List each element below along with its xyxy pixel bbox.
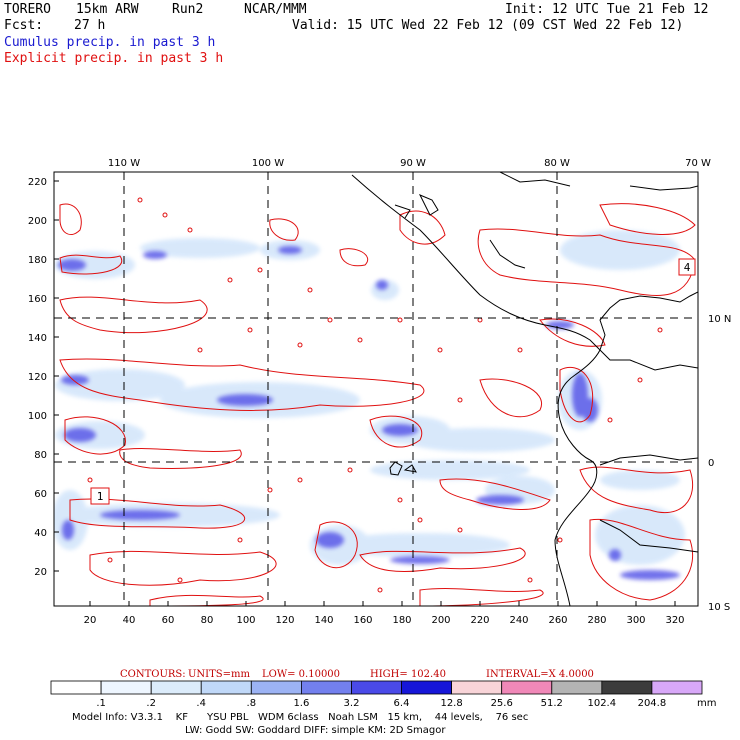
field-explicit-title: Explicit precip. in past 3 h	[4, 51, 224, 66]
colorbar-swatch	[200, 680, 252, 695]
lat-label-0: 0	[708, 458, 714, 469]
y-tick-160: 160	[28, 294, 47, 305]
x-tick-300: 300	[626, 615, 645, 626]
y-tick-20: 20	[34, 567, 47, 578]
x-tick-260: 260	[548, 615, 567, 626]
colorbar-label: 3.2	[344, 698, 360, 709]
lon-labels: 110 W 100 W 90 W 80 W 70 W	[108, 158, 711, 169]
x-tick-80: 80	[201, 615, 214, 626]
contours-interval: INTERVAL=X 4.0000	[486, 669, 594, 680]
x-ticks: 20 40 60 80 100 120 140 160 180 200 220 …	[84, 601, 685, 626]
y-tick-180: 180	[28, 255, 47, 266]
x-tick-180: 180	[392, 615, 411, 626]
valid-time: Valid: 15 UTC Wed 22 Feb 12 (09 CST Wed …	[292, 18, 684, 33]
colorbar-swatch	[351, 680, 402, 695]
lat-label-10s: 10 S	[708, 602, 730, 613]
y-tick-80: 80	[34, 450, 47, 461]
lon-label-70w: 70 W	[685, 158, 711, 169]
contours-label: CONTOURS:	[120, 669, 186, 680]
colorbar-label: .8	[247, 698, 257, 709]
colorbar-swatch	[250, 680, 302, 695]
y-tick-220: 220	[28, 177, 47, 188]
contours-high: HIGH= 102.40	[370, 669, 446, 680]
colorbar-unit: mm	[697, 698, 716, 709]
colorbar-label: .2	[146, 698, 156, 709]
colorbar-label: 6.4	[394, 698, 410, 709]
marker-1-label: 1	[97, 490, 104, 503]
colorbar-label: 102.4	[587, 698, 616, 709]
x-tick-320: 320	[665, 615, 684, 626]
x-tick-60: 60	[162, 615, 175, 626]
x-tick-200: 200	[431, 615, 450, 626]
x-tick-20: 20	[84, 615, 97, 626]
lon-label-110w: 110 W	[108, 158, 140, 169]
field-cumulus-title: Cumulus precip. in past 3 h	[4, 35, 216, 50]
coastlines	[351, 172, 698, 606]
colorbar-swatch	[300, 680, 352, 695]
colorbar-label: 25.6	[491, 698, 513, 709]
colorbar-swatch	[100, 680, 152, 695]
colorbar-label: 204.8	[638, 698, 667, 709]
colorbar-label: .1	[96, 698, 106, 709]
model-resolution: 15km ARW	[76, 2, 139, 17]
colorbar-swatch	[551, 680, 603, 695]
y-tick-40: 40	[34, 528, 47, 539]
explicit-precip-contours	[59, 203, 696, 606]
y-tick-120: 120	[28, 372, 47, 383]
colorbar-label: 51.2	[541, 698, 563, 709]
contours-units: UNITS=mm	[188, 669, 250, 680]
organization: NCAR/MMM	[244, 2, 307, 17]
x-tick-220: 220	[470, 615, 489, 626]
colorbar	[50, 680, 703, 695]
lon-label-90w: 90 W	[400, 158, 426, 169]
x-tick-240: 240	[509, 615, 528, 626]
model-name: TORERO	[4, 2, 51, 17]
colorbar-swatch	[601, 680, 653, 695]
lon-label-100w: 100 W	[252, 158, 284, 169]
marker-4: 4	[678, 258, 696, 276]
lat-lon-grid	[54, 172, 698, 606]
lat-labels: 10 N 0 10 S	[708, 314, 731, 613]
colorbar-swatch	[401, 680, 452, 695]
lat-label-10n: 10 N	[708, 314, 731, 325]
forecast-hour: 27 h	[74, 18, 106, 33]
x-tick-120: 120	[275, 615, 294, 626]
y-tick-60: 60	[34, 489, 47, 500]
colorbar-swatch	[50, 680, 102, 695]
forecast-label: Fcst:	[4, 18, 44, 33]
colorbar-swatch	[651, 680, 703, 695]
colorbar-swatch	[501, 680, 553, 695]
contours-low: LOW= 0.10000	[262, 669, 341, 680]
x-tick-160: 160	[353, 615, 372, 626]
marker-4-label: 4	[684, 261, 691, 274]
y-tick-140: 140	[28, 333, 47, 344]
colorbar-swatch	[150, 680, 202, 695]
x-tick-100: 100	[236, 615, 255, 626]
map-frame	[53, 171, 699, 607]
marker-1: 1	[90, 487, 110, 505]
colorbar-labels: .1 .2 .4 .8 1.6 3.2 6.4 12.8 25.6 51.2 102.4 204.8	[96, 698, 666, 709]
init-time: Init: 12 UTC Tue 21 Feb 12	[505, 2, 709, 17]
colorbar-label: 1.6	[293, 698, 309, 709]
colorbar-label: 12.8	[440, 698, 462, 709]
physics-info: LW: Godd SW: Goddard DIFF: simple KM: 2D…	[185, 725, 446, 736]
x-tick-140: 140	[314, 615, 333, 626]
y-ticks: 220 200 180 160 140 120 100 80 60 40 20	[28, 177, 59, 578]
model-info: Model Info: V3.3.1 KF YSU PBL WDM 6class…	[72, 712, 529, 723]
colorbar-swatch	[451, 680, 503, 695]
x-tick-280: 280	[587, 615, 606, 626]
lon-label-80w: 80 W	[544, 158, 570, 169]
colorbar-label: .4	[196, 698, 206, 709]
y-tick-200: 200	[28, 216, 47, 227]
explicit-precip-dots	[87, 197, 663, 593]
x-tick-40: 40	[123, 615, 136, 626]
y-tick-100: 100	[28, 411, 47, 422]
run-label: Run2	[172, 2, 204, 17]
